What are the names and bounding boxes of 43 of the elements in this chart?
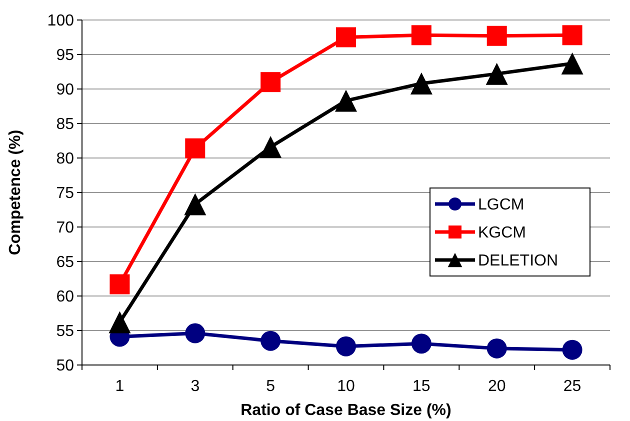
point: [486, 26, 507, 46]
y-tick-label: 85: [56, 116, 74, 134]
point: [562, 340, 582, 360]
y-tick-label: 65: [56, 254, 74, 272]
point: [185, 323, 206, 344]
point: [110, 274, 130, 294]
y-tick-label: 95: [56, 47, 74, 64]
y-axis-title: Competence (%): [7, 130, 24, 256]
y-tick-label: 50: [56, 358, 74, 375]
y-tick-label: 60: [56, 288, 74, 306]
x-tick-label: 25: [563, 378, 582, 395]
point: [486, 338, 507, 358]
legend-label: KGCM: [478, 224, 526, 242]
point: [185, 138, 206, 158]
y-tick-label: 90: [56, 82, 74, 99]
y-tick-label: 70: [56, 220, 74, 237]
legend-label: LGCM: [478, 196, 524, 214]
point: [336, 336, 356, 356]
point: [561, 52, 584, 74]
point: [411, 25, 432, 46]
legend-label: DELETION: [478, 252, 558, 270]
x-tick-label: 5: [266, 378, 276, 395]
point: [260, 136, 282, 158]
point: [336, 27, 356, 48]
x-tick-label: 20: [488, 378, 506, 395]
x-tick-label: 15: [412, 378, 430, 395]
point: [108, 311, 131, 334]
x-tick-label: 3: [190, 378, 200, 395]
point: [260, 72, 281, 92]
x-tick-label: 1: [115, 378, 124, 395]
y-tick-label: 75: [56, 185, 74, 202]
y-tick-label: 100: [47, 12, 74, 30]
y-tick-label: 55: [56, 323, 74, 340]
point: [260, 330, 281, 351]
point: [562, 25, 582, 46]
point: [486, 62, 508, 85]
y-tick-label: 80: [56, 150, 74, 168]
point: [411, 334, 432, 354]
point: [335, 90, 357, 112]
x-axis-title: Ratio of Case Base Size (%): [240, 402, 452, 419]
point: [184, 193, 206, 216]
point: [410, 72, 432, 94]
x-tick-label: 10: [337, 378, 355, 395]
